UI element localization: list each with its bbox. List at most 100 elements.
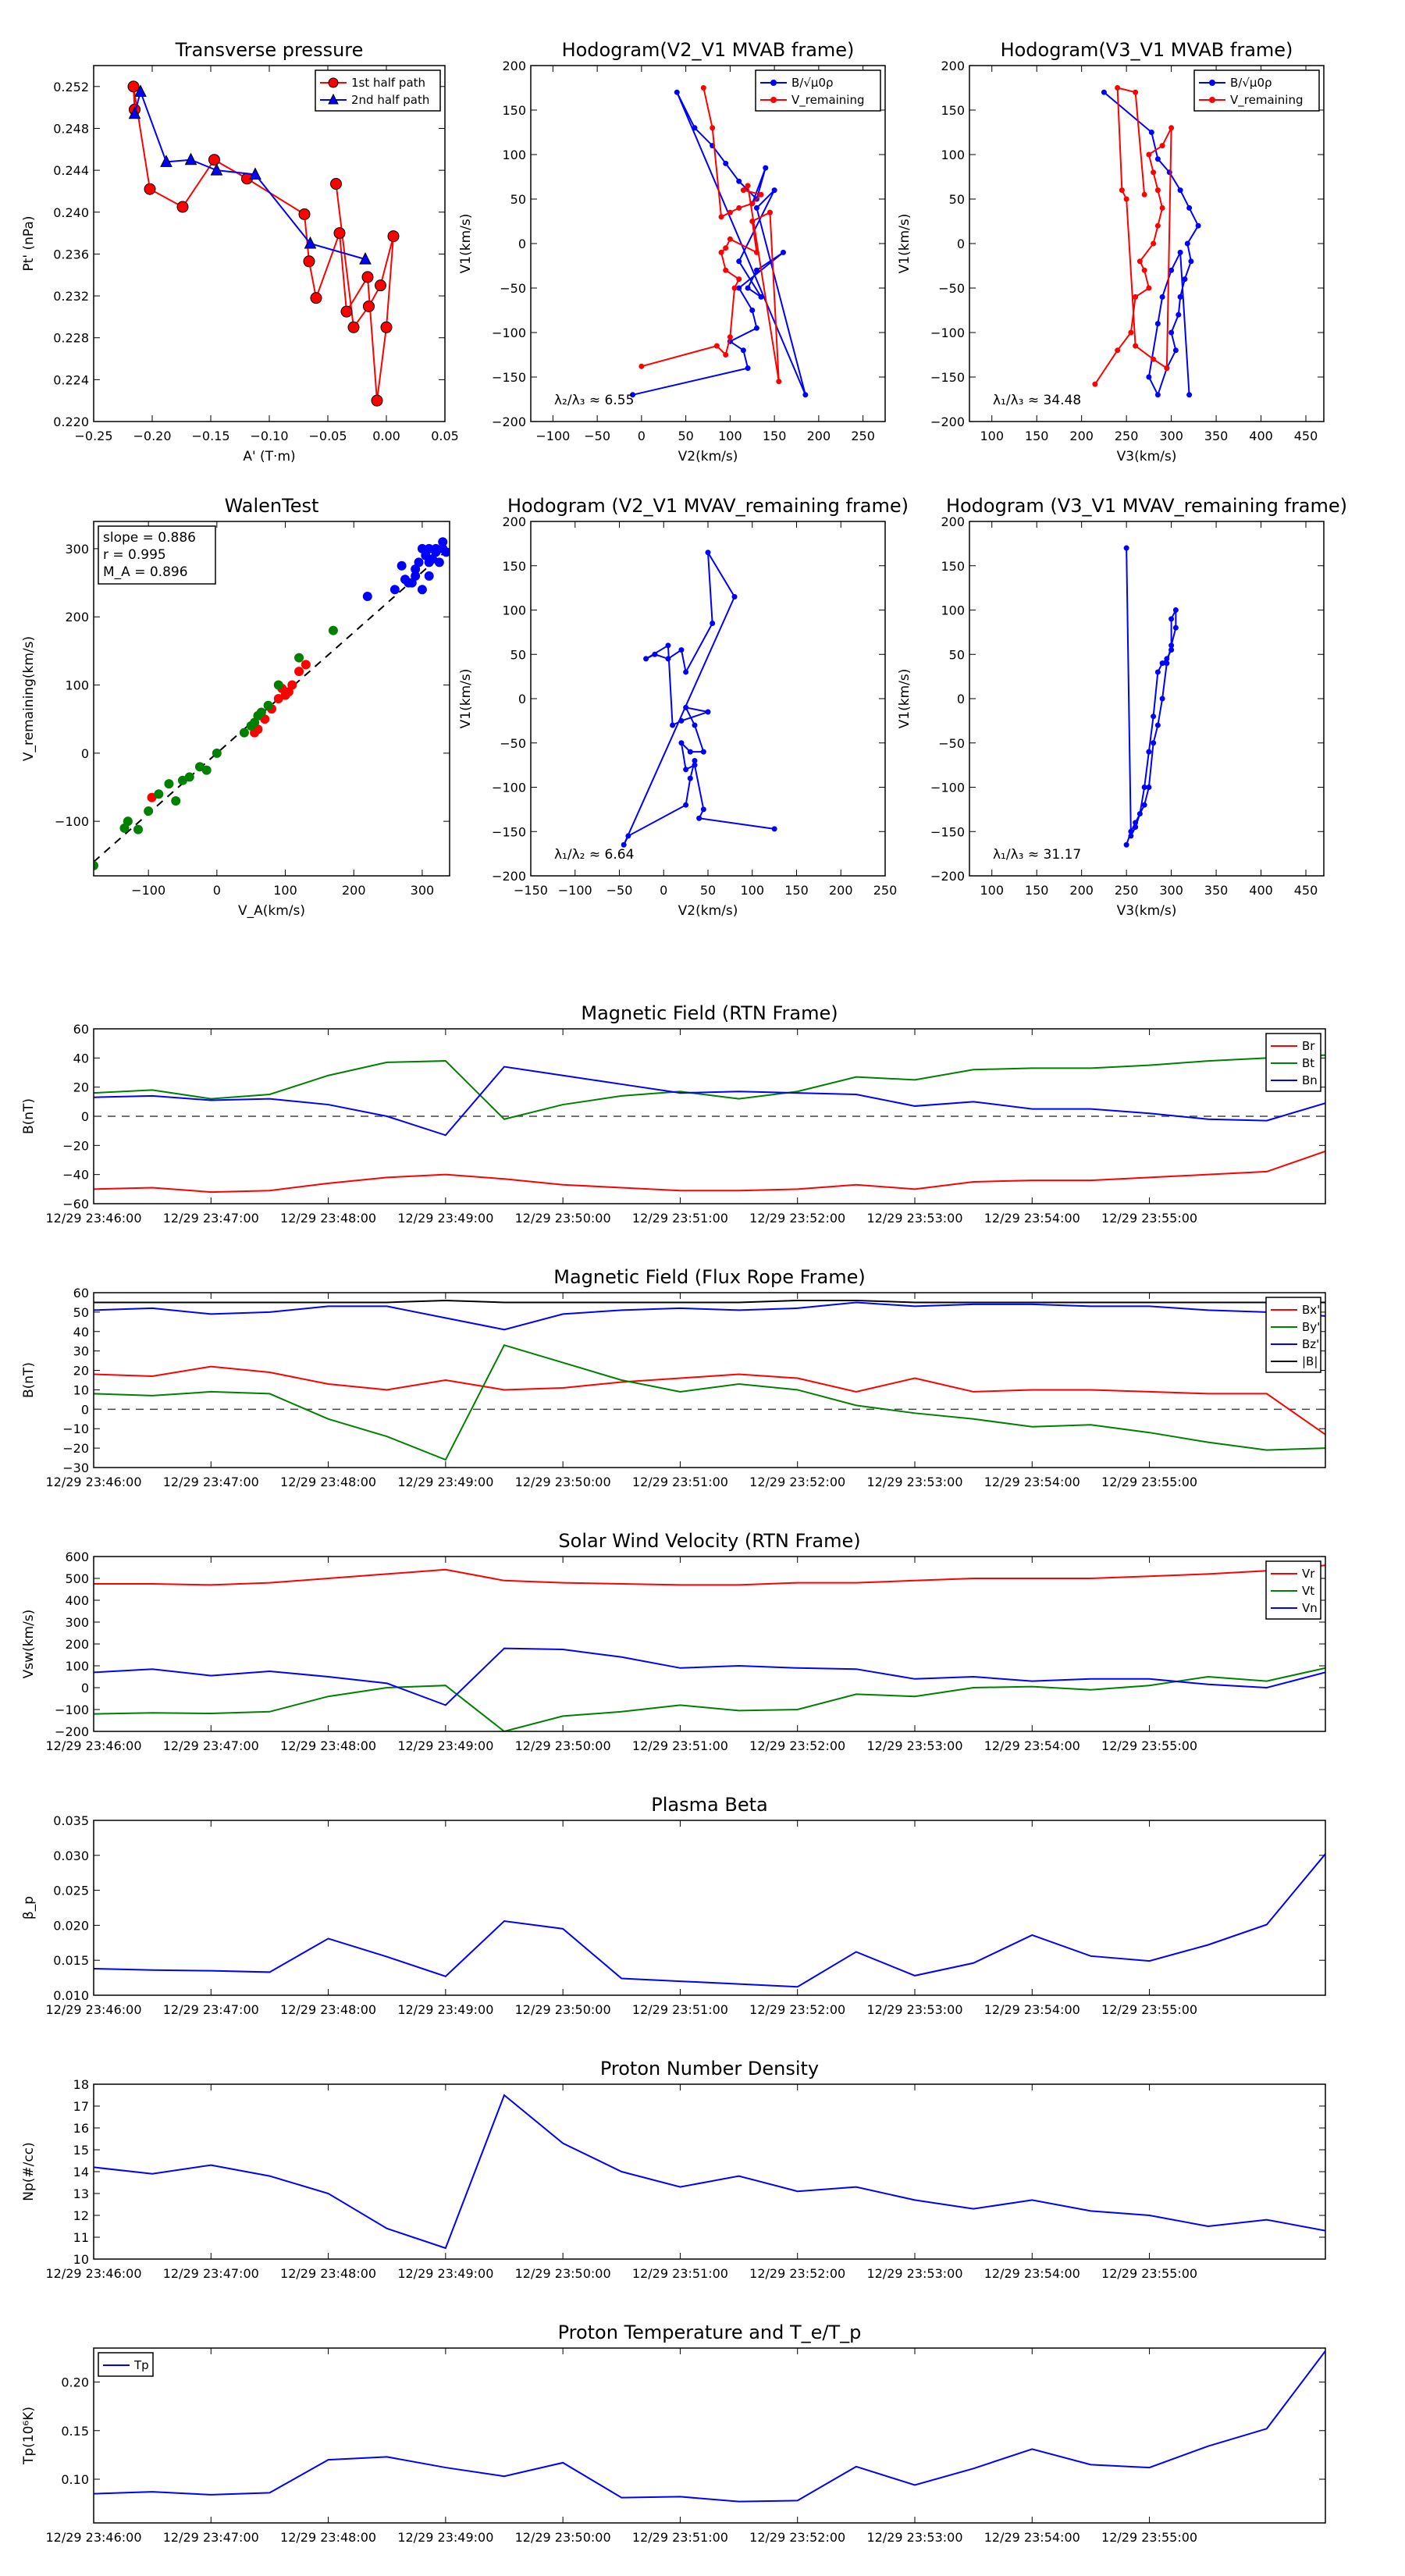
data-marker [683, 669, 689, 675]
x-tick-label: 12/29 23:46:00 [45, 1475, 141, 1489]
x-tick-label: 12/29 23:53:00 [866, 1738, 962, 1753]
x-tick-label: 250 [873, 883, 898, 898]
data-marker [753, 325, 759, 331]
y-tick-label: 10 [73, 1382, 89, 1397]
data-marker [723, 267, 729, 273]
x-tick-label: 400 [1249, 883, 1273, 898]
y-tick-label: 20 [73, 1364, 89, 1379]
data-marker [375, 279, 386, 292]
x-axis-label: V3(km/s) [1117, 903, 1177, 919]
y-tick-label: 0 [81, 746, 89, 761]
data-marker [380, 321, 393, 333]
legend-label: Vn [1302, 1601, 1318, 1615]
x-tick-label: 200 [807, 429, 831, 443]
data-marker [692, 762, 698, 768]
y-tick-label: −200 [930, 415, 965, 429]
x-tick-label: 12/29 23:48:00 [280, 1475, 376, 1489]
y-tick-label: 50 [949, 647, 965, 662]
data-point-green [263, 700, 273, 710]
y-tick-label: −50 [500, 736, 526, 751]
data-point-blue [400, 575, 410, 585]
y-tick-label: −100 [930, 781, 965, 795]
data-marker [692, 125, 698, 131]
chart-hodogram-v2-v1-mvab: Hodogram(V2_V1 MVAB frame) −200 −150 −100 −5… [458, 39, 886, 464]
x-tick-label: 12/29 23:49:00 [397, 2002, 493, 2017]
series-line-By [94, 1344, 1325, 1461]
data-point-blue [424, 571, 434, 581]
stats-line: r = 0.995 [103, 547, 166, 563]
legend-box [1193, 69, 1320, 112]
data-point-green [273, 680, 283, 690]
data-marker [1128, 329, 1134, 336]
stats-line: M_A = 0.896 [103, 564, 188, 580]
data-marker [700, 806, 706, 813]
x-tick-label: 400 [1249, 429, 1273, 443]
data-marker [1133, 824, 1139, 831]
data-marker [643, 656, 649, 662]
y-tick-label: 150 [941, 103, 965, 118]
x-tick-label: −0.20 [133, 429, 171, 443]
x-tick-label: 100 [980, 883, 1004, 898]
data-marker [330, 178, 342, 190]
y-tick-label: −100 [55, 814, 89, 829]
data-marker [776, 379, 782, 385]
data-marker [363, 300, 375, 312]
data-marker [665, 656, 671, 662]
data-marker [1133, 343, 1139, 349]
x-tick-label: 12/29 23:49:00 [397, 2530, 493, 2545]
data-marker [710, 621, 716, 627]
legend-label: 2nd half path [351, 93, 429, 107]
y-tick-label: −200 [55, 1724, 89, 1739]
data-marker [736, 178, 742, 184]
y-axis-label: B(nT) [21, 1098, 37, 1134]
series-line-Vremaining [641, 87, 780, 382]
y-tick-label: 0 [957, 237, 965, 251]
data-marker [652, 651, 658, 657]
x-tick-label: 0.00 [372, 429, 400, 443]
data-point-green [123, 817, 133, 827]
data-marker [1159, 294, 1165, 300]
data-marker [625, 833, 631, 839]
y-axis-label: V1(km/s) [897, 669, 912, 729]
x-tick-label: −100 [131, 883, 165, 898]
legend-label: B/√μ0ρ [791, 76, 834, 90]
series-line-Bz [94, 1301, 1325, 1331]
legend-label: B/√μ0ρ [1230, 76, 1272, 90]
data-marker [1159, 696, 1165, 702]
data-marker [1164, 656, 1170, 662]
data-marker [1146, 374, 1152, 380]
data-marker [1128, 833, 1134, 839]
x-tick-label: 300 [1159, 883, 1183, 898]
data-marker [1141, 785, 1147, 790]
legend-label: Vt [1302, 1584, 1314, 1598]
data-marker [1184, 240, 1190, 247]
data-point-red [301, 660, 311, 670]
y-axis-label: B(nT) [21, 1362, 37, 1398]
data-marker [1176, 311, 1182, 318]
y-tick-label: −40 [62, 1168, 89, 1183]
data-point-blue [417, 585, 427, 595]
data-point-green [201, 765, 212, 775]
x-tick-label: 200 [1069, 883, 1094, 898]
y-tick-label: 200 [65, 610, 89, 624]
plot-frame [93, 65, 446, 422]
y-axis-label: V1(km/s) [458, 214, 474, 274]
y-tick-label: 0.252 [53, 80, 89, 94]
data-marker [723, 160, 729, 166]
data-marker [1159, 205, 1165, 211]
data-marker [740, 347, 746, 354]
y-tick-label: 16 [73, 2121, 89, 2136]
legend-label: Bn [1302, 1073, 1318, 1087]
x-tick-label: 100 [718, 429, 742, 443]
y-tick-label: 200 [502, 514, 526, 529]
y-tick-label: 100 [941, 148, 965, 162]
data-marker [347, 321, 360, 333]
y-tick-label: 600 [65, 1550, 89, 1564]
x-tick-label: 12/29 23:49:00 [397, 1475, 493, 1489]
data-marker [160, 155, 173, 167]
data-marker [753, 205, 759, 211]
data-marker [128, 106, 141, 119]
x-tick-label: 100 [740, 883, 764, 898]
y-tick-label: 0.10 [61, 2472, 89, 2487]
data-marker [705, 709, 711, 715]
